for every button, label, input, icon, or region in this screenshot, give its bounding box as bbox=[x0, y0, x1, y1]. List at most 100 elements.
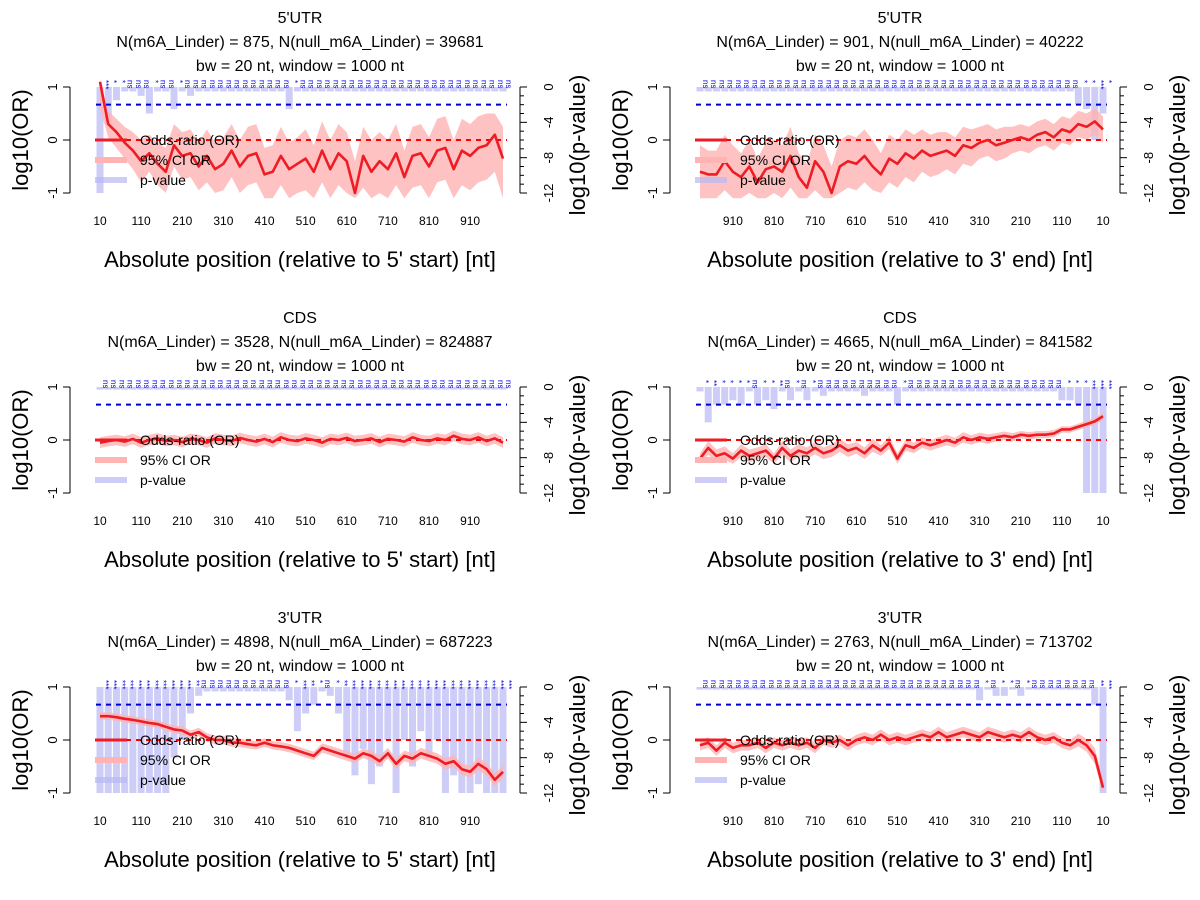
pvalue-bar bbox=[409, 87, 417, 92]
x-tick-label: 410 bbox=[928, 514, 948, 528]
significance-label: ** bbox=[307, 680, 316, 686]
legend-or-label: Odds-ratio (OR) bbox=[740, 732, 840, 748]
pvalue-bar bbox=[343, 687, 351, 758]
pvalue-bar bbox=[474, 687, 482, 785]
pvalue-bar bbox=[310, 687, 318, 705]
significance-label: ns bbox=[364, 80, 373, 88]
pvalue-bar bbox=[1050, 387, 1058, 392]
pvalue-bar bbox=[376, 87, 384, 92]
pvalue-bar bbox=[696, 687, 704, 690]
left-y-tick-label: -1 bbox=[645, 187, 660, 199]
right-y-tick-label: -4 bbox=[541, 117, 556, 129]
pvalue-bar bbox=[786, 387, 794, 401]
right-y-tick-label: -4 bbox=[1141, 117, 1156, 129]
significance-label: ns bbox=[257, 80, 266, 88]
or-series-line bbox=[98, 81, 505, 195]
significance-label: ns bbox=[726, 80, 735, 88]
pvalue-bar bbox=[335, 387, 343, 390]
pvalue-bar bbox=[293, 87, 301, 92]
significance-label: ns bbox=[750, 680, 759, 688]
pvalue-bar bbox=[951, 387, 959, 392]
significance-label: ns bbox=[208, 80, 217, 88]
significance-label: ** bbox=[775, 380, 784, 386]
pvalue-bar bbox=[1091, 687, 1099, 705]
x-tick-label: 910 bbox=[723, 814, 743, 828]
significance-label: ns bbox=[759, 80, 768, 88]
significance-label: ns bbox=[249, 380, 258, 388]
significance-label: ns bbox=[841, 80, 850, 88]
legend-ci-label: 95% CI OR bbox=[140, 452, 211, 468]
pvalue-bar bbox=[1033, 87, 1041, 92]
significance-label: ns bbox=[808, 80, 817, 88]
significance-label: ns bbox=[422, 380, 431, 388]
significance-label: ns bbox=[907, 680, 916, 688]
significance-label: ns bbox=[915, 380, 924, 388]
pvalue-bar bbox=[828, 687, 836, 690]
significance-label: ns bbox=[397, 380, 406, 388]
significance-label: ns bbox=[241, 680, 250, 688]
x-tick-label: 110 bbox=[132, 814, 151, 828]
significance-label: ns bbox=[948, 680, 957, 688]
x-axis-label: Absolute position (relative to 5' start)… bbox=[104, 547, 496, 572]
pvalue-bar bbox=[1074, 387, 1082, 405]
significance-label: ns bbox=[323, 680, 332, 688]
pvalue-bar bbox=[269, 387, 277, 390]
significance-label: ns bbox=[1005, 80, 1014, 88]
significance-label: ns bbox=[126, 80, 135, 88]
right-y-tick-label: -4 bbox=[541, 417, 556, 429]
significance-label: ns bbox=[397, 80, 406, 88]
left-y-tick-label: 1 bbox=[645, 383, 660, 390]
significance-label: ns bbox=[126, 380, 135, 388]
pvalue-bar bbox=[376, 687, 384, 767]
significance-label: ns bbox=[1030, 680, 1039, 688]
significance-label: ns bbox=[1038, 680, 1047, 688]
pvalue-bar bbox=[260, 87, 268, 92]
significance-label: ns bbox=[274, 80, 283, 88]
pvalue-bar bbox=[474, 387, 482, 390]
pvalue-bar bbox=[96, 387, 104, 390]
x-tick-label: 410 bbox=[928, 214, 948, 228]
significance-label: ns bbox=[907, 80, 916, 88]
pvalue-bar bbox=[1066, 87, 1074, 92]
pvalue-bar bbox=[976, 387, 984, 392]
pvalue-bar bbox=[828, 87, 836, 92]
significance-label: ns bbox=[989, 680, 998, 688]
pvalue-bar bbox=[474, 87, 482, 92]
significance-label: ns bbox=[257, 380, 266, 388]
significance-label: ns bbox=[948, 380, 957, 388]
x-tick-label: 310 bbox=[213, 214, 233, 228]
significance-label: ns bbox=[266, 380, 275, 388]
significance-label: ns bbox=[315, 380, 324, 388]
significance-label: ns bbox=[405, 380, 414, 388]
pvalue-bar bbox=[318, 87, 326, 92]
significance-label: ns bbox=[430, 380, 439, 388]
pvalue-bar bbox=[819, 687, 827, 690]
pvalue-bar bbox=[359, 387, 367, 390]
significance-label: * bbox=[1022, 680, 1031, 683]
pvalue-bar bbox=[811, 387, 819, 392]
significance-label: ns bbox=[931, 380, 940, 388]
right-y-tick-label: -8 bbox=[541, 752, 556, 764]
pvalue-bar bbox=[1000, 87, 1008, 92]
pvalue-bar bbox=[343, 87, 351, 92]
significance-label: *** bbox=[142, 680, 151, 689]
pvalue-bar bbox=[1009, 87, 1017, 92]
significance-label: * bbox=[315, 680, 324, 683]
significance-label: ns bbox=[192, 80, 201, 88]
significance-label: ns bbox=[1038, 380, 1047, 388]
pvalue-bar bbox=[318, 687, 326, 692]
right-y-tick-label: 0 bbox=[1141, 383, 1156, 390]
chart-title: 3'UTR bbox=[278, 610, 323, 627]
pvalue-bar bbox=[910, 87, 918, 92]
x-tick-label: 210 bbox=[1011, 514, 1031, 528]
significance-label: ns bbox=[331, 80, 340, 88]
significance-label: ns bbox=[981, 380, 990, 388]
pvalue-bar bbox=[762, 387, 770, 401]
significance-label: ns bbox=[307, 80, 316, 88]
significance-label: ns bbox=[381, 80, 390, 88]
pvalue-bar bbox=[795, 687, 803, 690]
x-axis-label: Absolute position (relative to 3' end) [… bbox=[707, 547, 1093, 572]
panel-4: CDS N(m6A_Linder) = 4665, N(null_m6A_Lind… bbox=[608, 310, 1190, 572]
pvalue-bar bbox=[433, 387, 441, 390]
x-tick-label: 910 bbox=[460, 214, 480, 228]
